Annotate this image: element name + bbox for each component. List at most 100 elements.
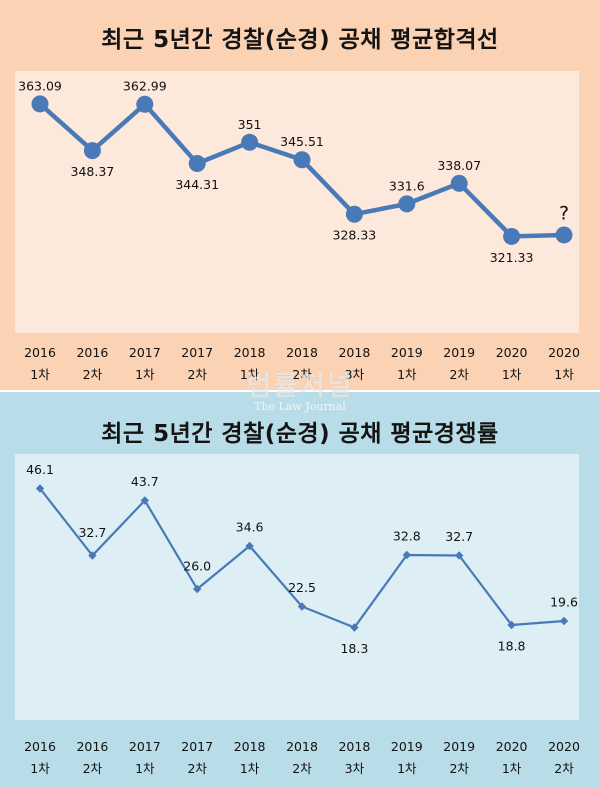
x-tick-label: 2018 2차 <box>276 736 328 780</box>
x-tick-round: 2차 <box>187 367 207 382</box>
x-tick-round: 2차 <box>292 367 312 382</box>
x-tick-round: 2차 <box>449 367 469 382</box>
x-tick-round: 2차 <box>82 367 103 382</box>
data-label: 328.33 <box>333 228 377 243</box>
passing-score-panel: 최근 5년간 경찰(순경) 공채 평균합격선 363.09 348.37 362.9… <box>0 0 600 390</box>
x-tick-round: 1차 <box>501 761 522 776</box>
x-tick-round: 1차 <box>554 367 574 382</box>
data-point-marker <box>503 227 521 245</box>
data-label: 362.99 <box>123 79 167 94</box>
data-point-marker <box>35 484 45 493</box>
x-tick-year: 2017 <box>181 739 214 754</box>
x-tick-label: 2016 1차 <box>14 736 66 780</box>
x-tick-year: 2017 <box>128 345 161 360</box>
passing-score-line-chart: 363.09 348.37 362.99 344.31 351 345.51 328.33 3… <box>18 78 573 265</box>
x-tick-round: 1차 <box>397 761 417 776</box>
data-label: ? <box>559 202 569 224</box>
data-label: 363.09 <box>18 78 62 93</box>
data-point-marker <box>455 551 464 560</box>
x-tick-label: 2020 2차 <box>538 736 590 780</box>
chart-title: 최근 5년간 경찰(순경) 공채 평균경쟁률 <box>101 421 499 447</box>
x-tick-round: 1차 <box>239 761 260 776</box>
x-tick-label: 2018 1차 <box>224 342 276 386</box>
data-label: 18.8 <box>498 639 526 654</box>
data-point-marker <box>193 584 202 594</box>
x-tick-year: 2017 <box>128 739 161 754</box>
data-label: 26.0 <box>183 559 211 574</box>
data-label: 348.37 <box>71 164 115 179</box>
plot-area: 363.09 348.37 362.99 344.31 351 345.51 328.33 3… <box>15 71 579 333</box>
data-label: 32.7 <box>78 525 106 540</box>
plot-area: 46.1 32.7 43.7 26.0 34.6 22.5 18.3 32.8 32.7 18.8… <box>15 454 579 720</box>
data-label: 32.7 <box>445 529 473 544</box>
x-tick-year: 2020 <box>548 739 580 754</box>
x-tick-round: 2차 <box>449 761 469 776</box>
data-label: 345.51 <box>280 134 324 149</box>
x-tick-label: 2019 2차 <box>433 736 485 780</box>
data-point-marker <box>345 205 363 223</box>
x-tick-year: 2018 <box>338 345 371 360</box>
data-label: 351 <box>238 117 262 132</box>
x-tick-label: 2016 2차 <box>66 736 118 780</box>
data-point-marker <box>136 95 154 113</box>
x-tick-label: 2017 1차 <box>119 736 171 780</box>
data-label: 321.33 <box>490 250 534 265</box>
x-tick-year: 2019 <box>390 739 423 754</box>
data-point-marker <box>241 133 259 151</box>
x-tick-year: 2018 <box>233 739 266 754</box>
x-tick-label: 2016 1차 <box>14 342 66 386</box>
data-point-marker <box>555 226 573 244</box>
data-point-marker <box>398 195 416 213</box>
x-tick-label: 2018 3차 <box>328 342 380 386</box>
x-tick-round: 1차 <box>135 761 155 776</box>
x-tick-label: 2017 1차 <box>119 342 171 386</box>
x-tick-year: 2019 <box>390 345 423 360</box>
x-tick-label: 2018 1차 <box>224 736 276 780</box>
x-tick-year: 2020 <box>495 345 528 360</box>
x-tick-round: 1차 <box>239 367 260 382</box>
x-tick-round: 1차 <box>397 367 417 382</box>
data-point-marker <box>293 151 311 169</box>
competition-rate-line-chart: 46.1 32.7 43.7 26.0 34.6 22.5 18.3 32.8 32.7 18.8… <box>26 462 578 656</box>
x-tick-round: 3차 <box>344 367 365 382</box>
series-line <box>37 101 567 239</box>
x-tick-year: 2017 <box>181 345 214 360</box>
x-tick-year: 2020 <box>548 345 580 360</box>
x-tick-year: 2018 <box>233 345 266 360</box>
x-tick-round: 2차 <box>292 761 312 776</box>
x-tick-year: 2016 <box>76 345 109 360</box>
data-label: 344.31 <box>175 177 219 192</box>
x-tick-year: 2016 <box>24 345 56 360</box>
data-label: 19.6 <box>550 595 578 610</box>
data-point-marker <box>188 155 206 173</box>
x-tick-label: 2017 2차 <box>171 342 223 386</box>
x-tick-label: 2018 2차 <box>276 342 328 386</box>
x-tick-label: 2019 2차 <box>433 342 485 386</box>
x-tick-label: 2018 3차 <box>328 736 380 780</box>
data-point-marker <box>140 496 149 505</box>
x-tick-year: 2018 <box>338 739 371 754</box>
x-tick-year: 2016 <box>76 739 109 754</box>
x-tick-label: 2019 1차 <box>381 342 433 386</box>
x-tick-round: 3차 <box>344 761 365 776</box>
x-tick-round: 2차 <box>554 761 574 776</box>
data-point-marker <box>88 551 97 560</box>
data-point-marker <box>450 174 468 192</box>
x-tick-label: 2020 1차 <box>538 342 590 386</box>
x-tick-label: 2016 2차 <box>66 342 118 386</box>
data-point-marker <box>297 602 307 611</box>
x-tick-round: 2차 <box>187 761 207 776</box>
x-tick-round: 2차 <box>82 761 103 776</box>
x-tick-label: 2020 1차 <box>486 342 538 386</box>
data-point-marker <box>402 550 411 560</box>
data-label: 34.6 <box>236 520 264 535</box>
data-label: 18.3 <box>340 641 368 656</box>
data-label: 338.07 <box>437 158 481 173</box>
x-tick-label: 2017 2차 <box>171 736 223 780</box>
x-tick-year: 2019 <box>443 345 476 360</box>
data-point-marker <box>31 95 49 113</box>
data-label: 46.1 <box>26 462 54 477</box>
data-label: 43.7 <box>131 474 159 489</box>
x-tick-round: 1차 <box>501 367 522 382</box>
competition-rate-panel: 최근 5년간 경찰(순경) 공채 평균경쟁률 46.1 32.7 43.7 26.0 3… <box>0 392 600 787</box>
